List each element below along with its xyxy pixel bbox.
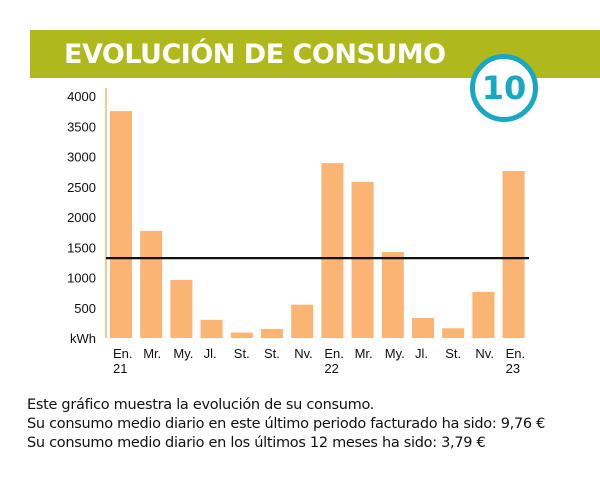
y-tick-label: 500 bbox=[74, 301, 96, 316]
footer-line-2: Su consumo medio diario en este último p… bbox=[27, 416, 546, 432]
bar-11 bbox=[442, 328, 465, 338]
bar-8 bbox=[351, 181, 374, 338]
bar-9 bbox=[381, 252, 404, 338]
x-tick-year: 23 bbox=[506, 361, 520, 376]
consumption-chart: 5001000150020002500300035004000kWhEn.21M… bbox=[67, 88, 529, 376]
x-tick-label: En. bbox=[324, 346, 344, 361]
bar-3 bbox=[200, 319, 223, 338]
bar-12 bbox=[472, 292, 495, 338]
chart-title: EVOLUCIÓN DE CONSUMO bbox=[64, 39, 446, 70]
y-tick-label: 4000 bbox=[67, 89, 96, 104]
x-tick-label: Nv. bbox=[475, 346, 494, 361]
x-tick-label: My. bbox=[385, 346, 405, 361]
footer-line-3: Su consumo medio diario en los últimos 1… bbox=[27, 435, 486, 451]
bar-4 bbox=[230, 332, 253, 338]
x-tick-label: St. bbox=[264, 346, 280, 361]
number-badge: 10 bbox=[470, 54, 538, 122]
y-tick-label: 2000 bbox=[67, 210, 96, 225]
x-tick-label: Mr. bbox=[143, 346, 161, 361]
x-tick-year: 22 bbox=[324, 361, 338, 376]
bar-0 bbox=[110, 111, 132, 338]
y-tick-label: 3000 bbox=[67, 150, 96, 165]
x-tick-year: 21 bbox=[113, 361, 127, 376]
x-tick-label: Nv. bbox=[294, 346, 313, 361]
bar-10 bbox=[412, 318, 434, 338]
x-tick-label: St. bbox=[234, 346, 250, 361]
y-tick-label: 2500 bbox=[67, 180, 96, 195]
bar-13 bbox=[502, 171, 525, 338]
bar-1 bbox=[140, 230, 163, 338]
bar-6 bbox=[291, 304, 314, 338]
bar-7 bbox=[321, 163, 344, 338]
y-tick-label: 3500 bbox=[67, 119, 96, 134]
x-tick-label: St. bbox=[445, 346, 461, 361]
bar-2 bbox=[170, 279, 193, 338]
y-axis-label: kWh bbox=[70, 331, 96, 346]
y-tick-label: 1000 bbox=[67, 271, 96, 286]
x-tick-label: My. bbox=[173, 346, 193, 361]
y-tick-label: 1500 bbox=[67, 240, 96, 255]
x-tick-label: Jl. bbox=[415, 346, 428, 361]
x-tick-label: Mr. bbox=[355, 346, 373, 361]
bar-5 bbox=[261, 328, 283, 338]
x-tick-label: En. bbox=[113, 346, 133, 361]
x-tick-label: En. bbox=[506, 346, 526, 361]
footer-line-1: Este gráfico muestra la evolución de su … bbox=[27, 397, 375, 413]
x-tick-label: Jl. bbox=[204, 346, 217, 361]
